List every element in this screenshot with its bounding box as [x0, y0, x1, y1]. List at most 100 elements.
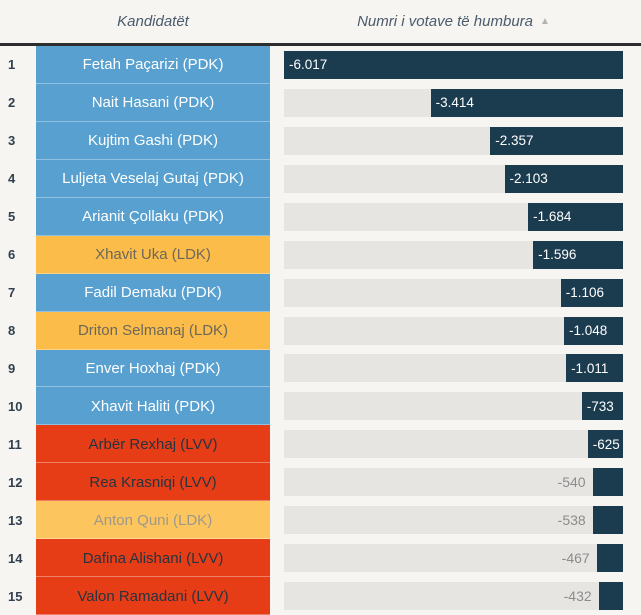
row-right-margin	[623, 577, 641, 615]
table-row[interactable]: 11 Arbër Rexhaj (LVV) -625	[0, 425, 641, 464]
column-header-votes-label: Numri i votave të humbura	[357, 13, 533, 30]
column-gap	[270, 122, 284, 160]
chart-cell: -1.106	[284, 274, 623, 312]
column-gap	[270, 198, 284, 236]
candidate-name-cell: Xhavit Haliti (PDK)	[36, 387, 270, 426]
lost-votes-bar[interactable]: -1.106	[560, 278, 623, 307]
table-row[interactable]: 4 Luljeta Veselaj Gutaj (PDK) -2.103	[0, 159, 641, 198]
bar-value-label-outside: -540	[557, 474, 586, 491]
row-right-margin	[623, 84, 641, 122]
lost-votes-bar[interactable]: -1.011	[566, 354, 623, 383]
row-rank: 15	[8, 588, 23, 604]
lost-votes-bar[interactable]	[596, 544, 623, 573]
chart-cell: -1.011	[284, 350, 623, 388]
chart-cell: -3.414	[284, 84, 623, 122]
table-row[interactable]: 5 Arianit Çollaku (PDK) -1.684	[0, 197, 641, 236]
candidate-name-cell: Luljeta Veselaj Gutaj (PDK)	[36, 159, 270, 198]
column-gap	[270, 160, 284, 198]
table-row[interactable]: 9 Enver Hoxhaj (PDK) -1.011	[0, 349, 641, 388]
lost-votes-bar[interactable]: -625	[587, 430, 623, 459]
table-row[interactable]: 14 Dafina Alishani (LVV) -467	[0, 539, 641, 578]
row-right-margin	[623, 236, 641, 274]
lost-votes-bar[interactable]	[592, 468, 623, 497]
row-right-margin	[623, 46, 641, 84]
table-row[interactable]: 6 Xhavit Uka (LDK) -1.596	[0, 235, 641, 274]
table-row[interactable]: 3 Kujtim Gashi (PDK) -2.357	[0, 121, 641, 160]
row-right-margin	[623, 425, 641, 463]
row-right-margin	[623, 350, 641, 388]
table-row[interactable]: 7 Fadil Demaku (PDK) -1.106	[0, 273, 641, 312]
lost-votes-bar[interactable]: -6.017	[284, 50, 623, 79]
row-rank: 3	[8, 133, 16, 149]
chart-cell: -540	[284, 463, 623, 501]
table-row[interactable]: 8 Driton Selmanaj (LDK) -1.048	[0, 311, 641, 350]
row-right-margin	[623, 387, 641, 425]
lost-votes-bar[interactable]: -3.414	[430, 88, 623, 117]
bar-value-label: -733	[586, 398, 614, 414]
bar-track: -1.048	[284, 316, 623, 345]
table-row[interactable]: 1 Fetah Paçarizi (PDK) -6.017	[0, 46, 641, 84]
row-rank: 7	[8, 285, 16, 301]
bar-value-label-outside: -467	[561, 550, 590, 567]
bar-track: -733	[284, 392, 623, 421]
chart-cell: -1.048	[284, 312, 623, 350]
lost-votes-bar[interactable]	[592, 506, 623, 535]
chart-cell: -6.017	[284, 46, 623, 84]
column-gap	[270, 425, 284, 463]
bar-track: -538	[284, 506, 623, 535]
row-right-margin	[623, 539, 641, 577]
chart-cell: -432	[284, 577, 623, 615]
bar-track: -467	[284, 544, 623, 573]
chart-cell: -538	[284, 501, 623, 539]
row-rank: 9	[8, 360, 16, 376]
chart-cell: -733	[284, 387, 623, 425]
table-row[interactable]: 15 Valon Ramadani (LVV) -432	[0, 577, 641, 615]
bar-value-label: -625	[592, 436, 620, 452]
column-gap	[270, 463, 284, 501]
column-gap	[270, 236, 284, 274]
column-gap	[270, 350, 284, 388]
column-header-candidates[interactable]: Kandidatët	[117, 13, 189, 30]
lost-votes-bar[interactable]: -2.103	[504, 164, 623, 193]
row-rank: 10	[8, 398, 23, 414]
bar-value-label: -2.357	[495, 133, 534, 149]
chart-cell: -625	[284, 425, 623, 463]
row-rank: 4	[8, 171, 16, 187]
column-header-votes[interactable]: Numri i votave të humbura ▲	[284, 13, 623, 30]
candidate-name-cell: Rea Krasniqi (LVV)	[36, 463, 270, 502]
lost-votes-bar[interactable]: -1.684	[528, 202, 623, 231]
table-header: Kandidatët Numri i votave të humbura ▲	[0, 0, 641, 43]
candidate-name-cell: Nait Hasani (PDK)	[36, 83, 270, 122]
chart-cell: -2.103	[284, 160, 623, 198]
candidate-name-cell: Fetah Paçarizi (PDK)	[36, 46, 270, 84]
row-rank: 11	[8, 436, 22, 452]
bar-track: -432	[284, 582, 623, 611]
table-row[interactable]: 13 Anton Quni (LDK) -538	[0, 501, 641, 540]
bar-value-label: -6.017	[289, 57, 328, 73]
column-gap	[270, 539, 284, 577]
chart-cell: -1.596	[284, 236, 623, 274]
lost-votes-bar[interactable]	[598, 582, 623, 611]
bar-track: -1.011	[284, 354, 623, 383]
column-gap	[270, 274, 284, 312]
lost-votes-bar[interactable]: -1.596	[533, 240, 623, 269]
row-rank: 2	[8, 95, 16, 111]
candidate-name-cell: Dafina Alishani (LVV)	[36, 539, 270, 578]
column-gap	[270, 46, 284, 84]
table-row[interactable]: 10 Xhavit Haliti (PDK) -733	[0, 387, 641, 426]
table-row[interactable]: 2 Nait Hasani (PDK) -3.414	[0, 83, 641, 122]
lost-votes-bar[interactable]: -1.048	[563, 316, 623, 345]
row-rank: 14	[8, 550, 23, 566]
bar-value-label-outside: -538	[557, 512, 586, 529]
candidate-name-cell: Arianit Çollaku (PDK)	[36, 197, 270, 236]
chart-cell: -467	[284, 539, 623, 577]
table-row[interactable]: 12 Rea Krasniqi (LVV) -540	[0, 463, 641, 502]
row-right-margin	[623, 122, 641, 160]
lost-votes-bar[interactable]: -733	[581, 392, 623, 421]
candidate-name-cell: Fadil Demaku (PDK)	[36, 273, 270, 312]
lost-votes-bar[interactable]: -2.357	[490, 126, 623, 155]
row-right-margin	[623, 463, 641, 501]
column-gap	[270, 387, 284, 425]
row-rank: 5	[8, 209, 16, 225]
candidate-name-cell: Arbër Rexhaj (LVV)	[36, 425, 270, 464]
